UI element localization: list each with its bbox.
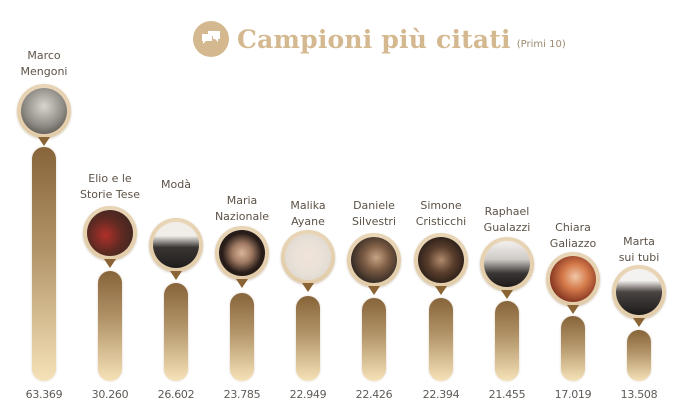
value-label: 30.260 (91, 388, 129, 401)
artist-photo-pin (83, 206, 137, 268)
artist-name: Raphael Gualazzi (483, 205, 531, 234)
artist-photo-pin (612, 265, 666, 327)
value-label: 22.949 (289, 388, 327, 401)
bar (230, 293, 254, 381)
bar-column: Elio e le Storie Tese 30.260 (77, 0, 143, 412)
bar-column: Daniele Silvestri 22.426 (341, 0, 407, 412)
chart-title: Campioni più citati (Primi 10) (193, 19, 566, 59)
bar (429, 298, 453, 381)
bar-column: Marco Mengoni 63.369 (11, 0, 77, 412)
bar-column: Marta sui tubi 13.508 (606, 0, 672, 412)
value-label: 63.369 (25, 388, 63, 401)
bar (296, 296, 320, 381)
bar-column: Raphael Gualazzi 21.455 (474, 0, 540, 412)
bar (561, 316, 585, 381)
artist-photo (87, 210, 133, 256)
bar (362, 298, 386, 381)
bar-column: Modà 26.602 (143, 0, 209, 412)
bar-column: Simone Cristicchi 22.394 (408, 0, 474, 412)
artist-photo-pin (215, 226, 269, 288)
artist-name: Chiara Galiazzo (549, 221, 597, 250)
value-label: 26.602 (157, 388, 195, 401)
value-label: 21.455 (488, 388, 526, 401)
value-label: 13.508 (620, 388, 658, 401)
pin-tip (435, 286, 447, 295)
artist-name: Maria Nazionale (214, 194, 270, 223)
title-text: Campioni più citati (237, 24, 511, 54)
pin-tip (236, 279, 248, 288)
artist-name: Daniele Silvestri (352, 199, 396, 228)
artist-photo-pin (149, 218, 203, 280)
bar (32, 147, 56, 381)
bar (627, 330, 651, 381)
artist-photo (550, 256, 596, 302)
pin-tip (38, 137, 50, 146)
artist-photo (21, 88, 67, 134)
artist-name: Elio e le Storie Tese (80, 172, 140, 201)
value-label: 22.394 (422, 388, 460, 401)
artist-photo (616, 269, 662, 315)
artist-photo (153, 222, 199, 268)
artist-name: Modà (161, 178, 191, 191)
artist-photo (285, 234, 331, 280)
artist-name: Simone Cristicchi (415, 199, 467, 228)
value-label: 17.019 (554, 388, 592, 401)
pin-tip (302, 283, 314, 292)
value-label: 22.426 (355, 388, 393, 401)
artist-photo (219, 230, 265, 276)
pin-tip (170, 271, 182, 280)
pin-tip (633, 318, 645, 327)
speech-bubbles-icon (193, 21, 229, 57)
value-label: 23.785 (223, 388, 261, 401)
bar-column: Maria Nazionale 23.785 (209, 0, 275, 412)
pin-tip (567, 305, 579, 314)
artist-name: Marco Mengoni (20, 49, 68, 78)
artist-photo-pin (414, 233, 468, 295)
artist-photo-pin (347, 233, 401, 295)
bar (164, 283, 188, 381)
title-subtitle: (Primi 10) (516, 38, 566, 50)
artist-photo-pin (546, 252, 600, 314)
artist-photo-pin (281, 230, 335, 292)
artist-photo-pin (17, 84, 71, 146)
bar-column: Chiara Galiazzo 17.019 (540, 0, 606, 412)
artist-name: Marta sui tubi (618, 235, 660, 264)
artist-photo (351, 237, 397, 283)
artist-photo (484, 241, 530, 287)
bar-column: Malika Ayane 22.949 (275, 0, 341, 412)
bar (495, 301, 519, 381)
artist-photo (418, 237, 464, 283)
pin-tip (104, 259, 116, 268)
pin-tip (501, 290, 513, 299)
artist-name: Malika Ayane (290, 199, 326, 228)
pin-tip (368, 286, 380, 295)
artist-photo-pin (480, 237, 534, 299)
bar (98, 271, 122, 381)
